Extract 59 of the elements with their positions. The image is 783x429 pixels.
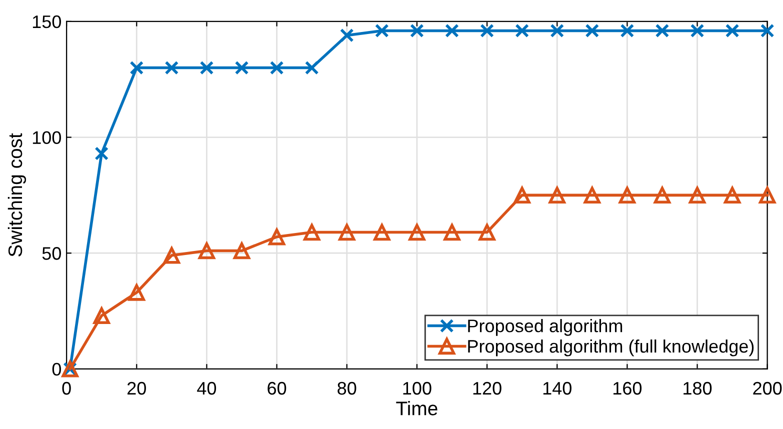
- point: [163, 247, 180, 264]
- x-tick-label: 80: [338, 382, 356, 395]
- y-tick-label: 50: [42, 247, 61, 260]
- legend-label: Proposed algorithm (full knowledge): [468, 339, 754, 356]
- point: [514, 186, 530, 204]
- point: [164, 60, 179, 75]
- y-tick-label: 150: [32, 15, 61, 28]
- x-tick-label: 180: [684, 382, 712, 395]
- point: [725, 24, 740, 38]
- point: [688, 186, 706, 204]
- point: [93, 307, 110, 324]
- point: [654, 186, 671, 204]
- point: [268, 228, 286, 246]
- point: [303, 224, 320, 241]
- point: [445, 24, 459, 38]
- point: [585, 24, 600, 38]
- point: [374, 24, 389, 38]
- point: [550, 24, 564, 38]
- point: [233, 242, 250, 260]
- y-tick-label: 0: [52, 362, 61, 376]
- point: [340, 28, 354, 42]
- point: [410, 24, 424, 38]
- point: [548, 186, 566, 204]
- point: [200, 60, 214, 75]
- point: [760, 24, 774, 38]
- point: [724, 186, 741, 204]
- x-tick-label: 40: [197, 382, 216, 395]
- x-tick-label: 100: [403, 382, 432, 395]
- point: [128, 284, 145, 301]
- point: [94, 146, 109, 160]
- point: [584, 186, 600, 204]
- y-tick-label: 100: [32, 131, 61, 144]
- point: [515, 24, 530, 38]
- point: [130, 60, 144, 75]
- point: [270, 60, 284, 75]
- point: [759, 186, 776, 204]
- x-tick-label: 0: [62, 382, 71, 395]
- point: [480, 24, 494, 38]
- point: [655, 24, 670, 38]
- x-tick-label: 140: [543, 382, 572, 395]
- point: [198, 242, 216, 260]
- x-tick-label: 200: [753, 382, 782, 395]
- point: [444, 224, 460, 241]
- point: [478, 224, 496, 241]
- x-tick-label: 120: [473, 382, 502, 395]
- y-axis-title: Switching cost: [8, 133, 26, 256]
- point: [234, 60, 249, 75]
- legend-label: Proposed algorithm: [468, 319, 622, 336]
- point: [618, 186, 636, 204]
- x-tick-label: 60: [268, 382, 286, 395]
- point: [690, 24, 704, 38]
- x-tick-label: 20: [128, 382, 146, 395]
- x-tick-label: 160: [614, 382, 642, 395]
- point: [408, 224, 426, 241]
- point: [374, 224, 390, 241]
- point: [304, 60, 319, 75]
- point: [338, 224, 356, 241]
- point: [620, 24, 634, 38]
- x-axis-title: Time: [396, 401, 438, 416]
